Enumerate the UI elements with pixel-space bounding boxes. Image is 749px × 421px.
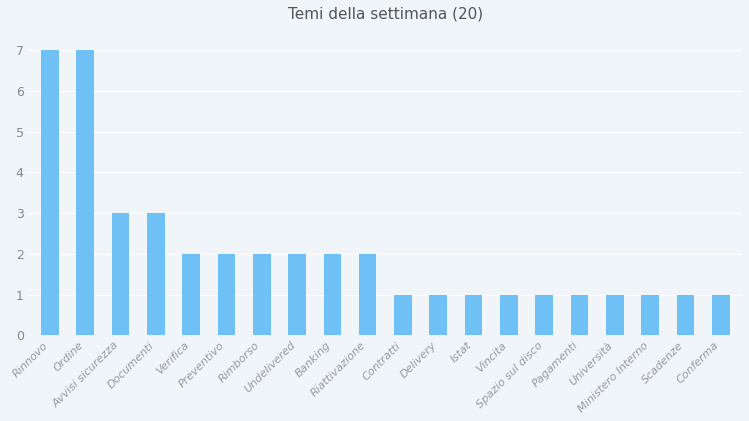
Bar [217, 254, 235, 335]
Title: Temi della settimana (20): Temi della settimana (20) [288, 7, 483, 22]
Bar [712, 295, 730, 335]
Bar [500, 295, 518, 335]
Bar [41, 51, 58, 335]
Bar [536, 295, 553, 335]
Bar [641, 295, 659, 335]
Bar [359, 254, 377, 335]
Bar [571, 295, 589, 335]
Bar [465, 295, 482, 335]
Bar [182, 254, 200, 335]
Bar [147, 213, 165, 335]
Bar [429, 295, 447, 335]
Bar [606, 295, 624, 335]
Bar [76, 51, 94, 335]
Bar [288, 254, 306, 335]
Bar [394, 295, 412, 335]
Bar [324, 254, 342, 335]
Bar [112, 213, 130, 335]
Bar [253, 254, 270, 335]
Bar [676, 295, 694, 335]
